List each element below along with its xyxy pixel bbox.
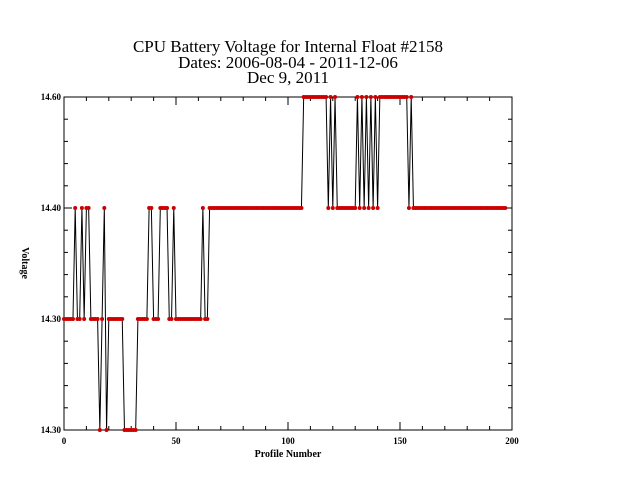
data-point [409, 95, 414, 99]
data-point [353, 206, 358, 210]
data-point [503, 206, 508, 210]
data-point [330, 206, 335, 210]
data-point [169, 317, 174, 321]
data-point [171, 206, 176, 210]
data-point [198, 317, 203, 321]
data-point [95, 317, 100, 321]
data-point [299, 206, 304, 210]
data-point [404, 95, 409, 99]
data-point [77, 317, 82, 321]
data-point [366, 206, 371, 210]
data-point [73, 206, 78, 210]
data-point [156, 317, 161, 321]
y-axis-label: Voltage [19, 247, 30, 279]
data-point [100, 317, 105, 321]
data-point [362, 206, 367, 210]
data-point [205, 317, 210, 321]
chart-subtitle: Dates: 2006-08-04 - 2011-12-06 [178, 53, 398, 72]
data-point [97, 428, 102, 432]
chart-date: Dec 9, 2011 [247, 68, 329, 87]
data-point [371, 206, 376, 210]
data-point [102, 206, 107, 210]
data-point [375, 206, 380, 210]
data-point [86, 206, 91, 210]
data-point [165, 206, 170, 210]
data-point [373, 95, 378, 99]
data-point [359, 95, 364, 99]
x-tick-label: 100 [281, 436, 295, 446]
data-point [357, 206, 362, 210]
data-point [333, 95, 338, 99]
x-axis-label: Profile Number [255, 449, 322, 460]
chart-title: CPU Battery Voltage for Internal Float #… [133, 37, 443, 56]
data-point [144, 317, 149, 321]
x-tick-label: 0 [62, 436, 67, 446]
data-point [133, 428, 138, 432]
y-tick-label: 14.60 [41, 92, 62, 102]
data-point [149, 206, 154, 210]
data-point [324, 95, 329, 99]
data-point [82, 317, 87, 321]
data-point [406, 206, 411, 210]
data-point [364, 95, 369, 99]
data-point [120, 317, 125, 321]
x-tick-label: 50 [172, 436, 182, 446]
data-point [104, 428, 109, 432]
data-point [328, 95, 333, 99]
data-point [355, 95, 360, 99]
y-tick-label: 14.30 [41, 425, 62, 435]
data-point [79, 206, 84, 210]
x-tick-label: 150 [393, 436, 407, 446]
y-tick-label: 14.30 [41, 314, 62, 324]
data-point [368, 95, 373, 99]
data-point [70, 317, 75, 321]
data-point [200, 206, 205, 210]
y-tick-label: 14.40 [41, 203, 62, 213]
data-point [326, 206, 331, 210]
x-tick-label: 200 [505, 436, 519, 446]
